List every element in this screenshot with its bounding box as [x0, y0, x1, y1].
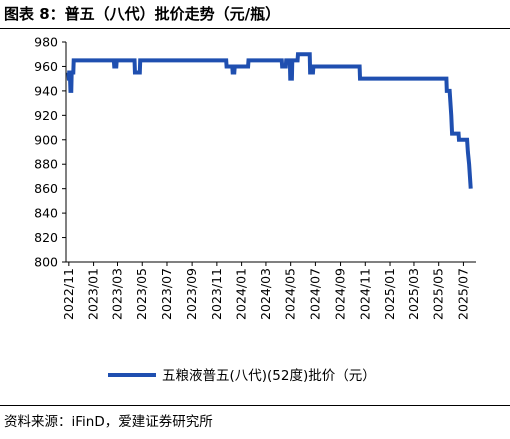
y-tick-label: 880 [34, 157, 58, 172]
chart-axes [65, 42, 476, 263]
x-tick-label: 2025/03 [406, 268, 421, 320]
y-tick-label: 800 [34, 255, 58, 270]
y-tick-label: 840 [34, 206, 58, 221]
y-tick-label: 820 [34, 230, 58, 245]
y-tick-label: 860 [34, 181, 58, 196]
source-note: 资料来源：iFinD，爱建证券研究所 [4, 414, 213, 430]
x-tick-label: 2023/11 [209, 268, 224, 320]
x-tick-label: 2024/07 [307, 268, 322, 320]
x-tick-label: 2023/07 [159, 268, 174, 320]
title-divider [0, 28, 510, 29]
x-tick-label: 2024/05 [283, 268, 298, 320]
x-tick-label: 2024/01 [234, 268, 249, 320]
x-tick-label: 2023/01 [86, 268, 101, 320]
legend-label: 五粮液普五(八代)(52度)批价（元） [162, 368, 376, 384]
y-tick-label: 920 [34, 108, 58, 123]
x-tick-label: 2024/11 [357, 268, 372, 320]
x-tick-label: 2025/01 [382, 268, 397, 320]
x-axis-ticks: 2022/11 2023/01 2023/03 2023/05 2023/07 2023/… [61, 262, 470, 320]
chart-title: 图表 8：普五（八代）批价走势（元/瓶） [4, 5, 281, 23]
y-axis-ticks: 800 820 840 860 880 900 920 940 960 980 [34, 35, 66, 270]
y-tick-label: 960 [34, 59, 58, 74]
x-tick-label: 2025/05 [431, 268, 446, 320]
x-tick-label: 2022/11 [61, 268, 76, 320]
x-tick-label: 2024/03 [258, 268, 273, 320]
y-tick-label: 940 [34, 83, 58, 98]
price-series-line [66, 52, 473, 189]
chart-legend: 五粮液普五(八代)(52度)批价（元） [108, 368, 376, 384]
y-tick-label: 980 [34, 35, 58, 50]
x-tick-label: 2024/09 [333, 268, 348, 320]
x-tick-label: 2023/05 [134, 268, 149, 320]
x-tick-label: 2025/07 [455, 268, 470, 320]
x-tick-label: 2023/09 [184, 268, 199, 320]
source-divider [0, 405, 510, 406]
y-tick-label: 900 [34, 132, 58, 147]
x-tick-label: 2023/03 [110, 268, 125, 320]
